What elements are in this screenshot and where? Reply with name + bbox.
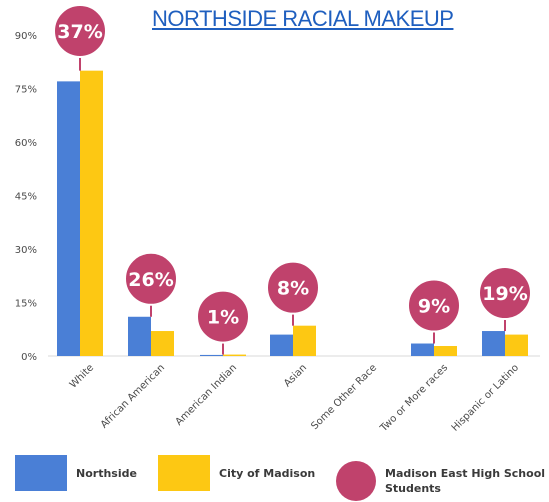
bubble-label: 9% (418, 296, 450, 318)
category-label: White (68, 362, 96, 390)
category-label: Some Other Race (309, 362, 379, 432)
bar-northside-3 (270, 334, 293, 356)
bar-northside-6 (482, 331, 505, 356)
bubble-label: 1% (207, 307, 239, 329)
y-tick-label: 75% (15, 85, 37, 96)
bar-northside-0 (57, 81, 80, 356)
y-tick-label: 0% (21, 352, 37, 363)
bubble-label: 26% (128, 269, 173, 291)
y-tick-label: 15% (15, 299, 37, 310)
bubble-circle (407, 278, 461, 333)
legend-label-northside: Northside (76, 466, 137, 480)
bubble-label: 8% (277, 278, 309, 300)
y-tick-label: 60% (15, 138, 37, 149)
bar-city-5 (434, 346, 457, 356)
bubble-circle (478, 266, 532, 321)
legend-swatch-northside (15, 455, 67, 491)
bubble-circle (266, 260, 320, 315)
category-label: Two or More races (378, 362, 450, 434)
y-tick-label: 45% (15, 192, 37, 203)
bubble-label: 37% (57, 21, 102, 43)
y-tick-label: 30% (15, 245, 37, 256)
bar-city-2 (223, 354, 246, 356)
bubble-circle (124, 251, 178, 306)
category-label: American Indian (174, 362, 240, 428)
chart-title: NORTHSIDE RACIAL MAKEUP (152, 6, 454, 31)
legend-city: City of Madison (158, 455, 315, 491)
legend-circle-east-high (336, 461, 376, 501)
category-label: African American (99, 362, 167, 430)
legend-swatch-city (158, 455, 210, 491)
bar-northside-2 (200, 354, 223, 356)
category-label: Hispanic or Latino (450, 362, 521, 433)
bubble-circle (53, 4, 107, 58)
legend-east-high: Madison East High School Students (336, 461, 549, 501)
bar-northside-1 (128, 316, 151, 356)
bubble-circle (196, 289, 250, 344)
legend-label-east-high: Madison East High School Students (385, 467, 546, 495)
bar-city-6 (505, 334, 528, 356)
legend-northside: Northside (15, 455, 137, 491)
y-tick-label: 90% (15, 31, 37, 42)
bar-northside-5 (411, 343, 434, 356)
bar-city-1 (151, 331, 174, 356)
legend-label-city: City of Madison (219, 466, 316, 480)
bar-city-3 (293, 325, 316, 356)
bubble-label: 19% (482, 283, 527, 305)
bar-city-0 (80, 70, 103, 357)
category-label: Asian (282, 362, 309, 389)
